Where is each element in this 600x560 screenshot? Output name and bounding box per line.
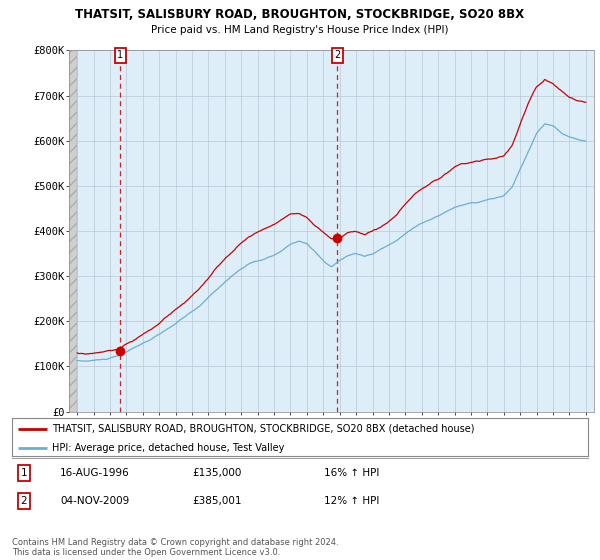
Text: HPI: Average price, detached house, Test Valley: HPI: Average price, detached house, Test… <box>52 443 284 453</box>
Text: THATSIT, SALISBURY ROAD, BROUGHTON, STOCKBRIDGE, SO20 8BX (detached house): THATSIT, SALISBURY ROAD, BROUGHTON, STOC… <box>52 424 475 434</box>
Text: 12% ↑ HPI: 12% ↑ HPI <box>324 496 379 506</box>
Text: 1: 1 <box>117 50 123 60</box>
Text: £135,000: £135,000 <box>192 468 241 478</box>
Text: 04-NOV-2009: 04-NOV-2009 <box>60 496 129 506</box>
Text: 1: 1 <box>20 468 28 478</box>
Text: Price paid vs. HM Land Registry's House Price Index (HPI): Price paid vs. HM Land Registry's House … <box>151 25 449 35</box>
Text: £385,001: £385,001 <box>192 496 241 506</box>
Bar <box>69 50 77 412</box>
Text: 2: 2 <box>334 50 340 60</box>
Text: THATSIT, SALISBURY ROAD, BROUGHTON, STOCKBRIDGE, SO20 8BX: THATSIT, SALISBURY ROAD, BROUGHTON, STOC… <box>76 8 524 21</box>
Text: Contains HM Land Registry data © Crown copyright and database right 2024.
This d: Contains HM Land Registry data © Crown c… <box>12 538 338 557</box>
Text: 16% ↑ HPI: 16% ↑ HPI <box>324 468 379 478</box>
Text: 2: 2 <box>20 496 28 506</box>
Text: 16-AUG-1996: 16-AUG-1996 <box>60 468 130 478</box>
